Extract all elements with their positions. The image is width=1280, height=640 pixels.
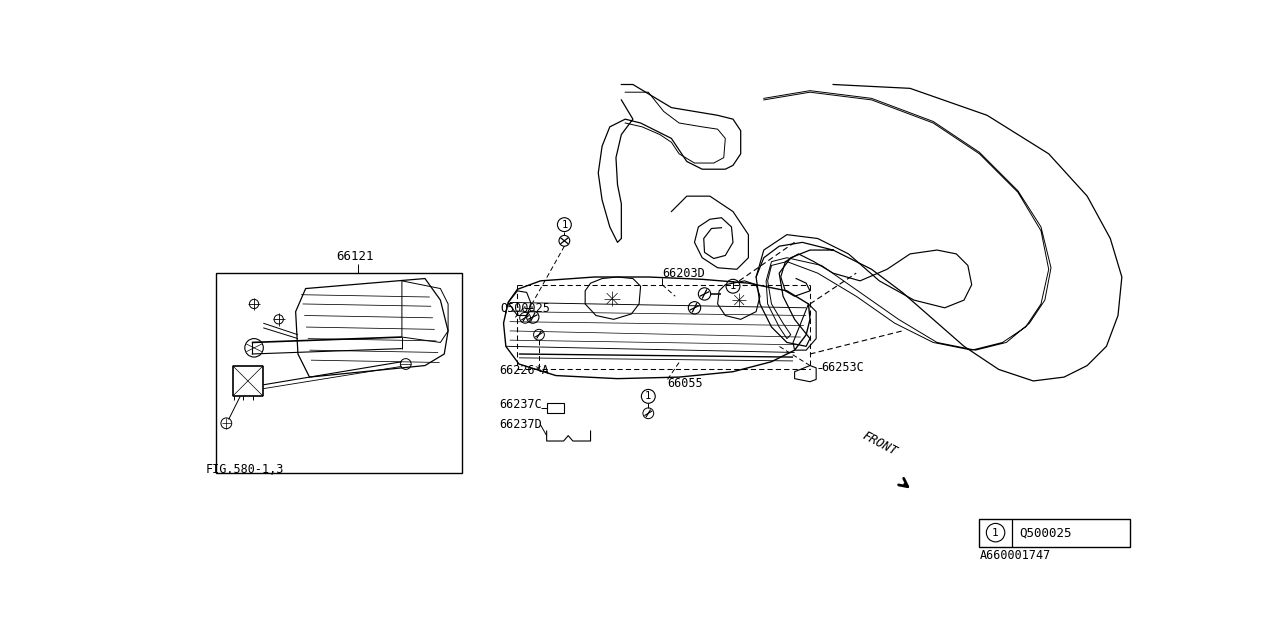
- Bar: [547, 403, 563, 413]
- Text: 66226*A: 66226*A: [499, 364, 549, 378]
- Bar: [979, 519, 1129, 547]
- Text: 66237C: 66237C: [499, 397, 541, 410]
- Text: FIG.580-1,3: FIG.580-1,3: [206, 463, 284, 476]
- Text: 66237D: 66237D: [499, 419, 541, 431]
- Text: 1: 1: [645, 391, 652, 401]
- Text: 1: 1: [992, 527, 998, 538]
- Text: 66203D: 66203D: [662, 268, 705, 280]
- Text: 66253C: 66253C: [822, 362, 864, 374]
- Text: 66055: 66055: [668, 377, 703, 390]
- Text: 66121: 66121: [337, 250, 374, 262]
- Text: 1: 1: [730, 281, 736, 291]
- Text: 1: 1: [561, 220, 567, 230]
- Text: Q500025: Q500025: [1019, 526, 1071, 539]
- Bar: [215, 273, 462, 474]
- Text: A660001747: A660001747: [979, 549, 1051, 563]
- Text: Q500025: Q500025: [500, 301, 550, 314]
- Text: FRONT: FRONT: [860, 429, 900, 458]
